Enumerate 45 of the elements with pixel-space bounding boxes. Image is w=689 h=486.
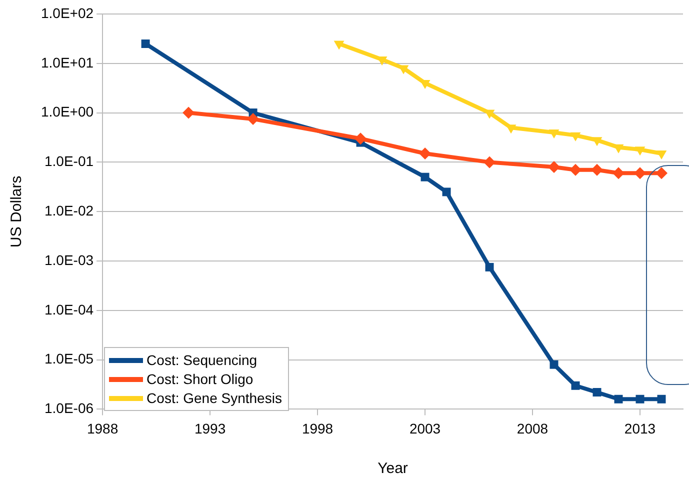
y-tick-label: 1.0E-02 <box>44 202 94 218</box>
point <box>656 167 668 180</box>
x-tick-label: 2008 <box>516 420 548 436</box>
x-tick-label: 2003 <box>409 420 441 436</box>
point <box>656 150 667 160</box>
point <box>354 132 367 145</box>
point <box>592 388 602 397</box>
point <box>657 394 666 404</box>
point <box>636 394 644 404</box>
y-tick-label: 1.0E-04 <box>44 301 94 318</box>
legend-label: Cost: Gene Synthesis <box>146 389 282 408</box>
legend-label: Cost: Sequencing <box>146 351 258 370</box>
point <box>247 112 260 125</box>
point <box>420 172 430 182</box>
y-tick-label: 1.0E+01 <box>40 54 94 70</box>
x-tick-label: 1998 <box>302 420 334 436</box>
legend-label: Cost: Short Oligo <box>146 370 254 390</box>
point <box>485 262 494 272</box>
x-axis-title: Year <box>378 460 408 478</box>
y-tick-label: 1.0E-03 <box>44 252 94 268</box>
point <box>571 381 580 390</box>
point <box>141 40 150 48</box>
y-tick-label: 1.0E-06 <box>44 400 94 416</box>
point <box>614 394 623 404</box>
x-tick-label: 1988 <box>86 420 118 436</box>
point <box>334 40 344 50</box>
y-tick-label: 1.0E+02 <box>40 4 94 21</box>
point <box>182 106 195 119</box>
y-axis-title: US Dollars <box>8 176 26 248</box>
y-tick-label: 1.0E+00 <box>40 104 94 120</box>
x-tick-label: 1993 <box>194 420 226 436</box>
point <box>592 137 602 146</box>
x-tick-label: 2013 <box>624 420 656 436</box>
point <box>591 164 604 176</box>
point <box>420 80 430 90</box>
point <box>634 146 646 156</box>
point <box>419 148 432 160</box>
point <box>570 132 581 142</box>
point <box>548 160 560 173</box>
point <box>442 188 451 196</box>
point <box>550 360 558 369</box>
y-tick-label: 1.0E-05 <box>44 350 94 367</box>
y-tick-label: 1.0E-01 <box>44 153 94 170</box>
point <box>506 124 516 134</box>
point <box>548 129 560 138</box>
